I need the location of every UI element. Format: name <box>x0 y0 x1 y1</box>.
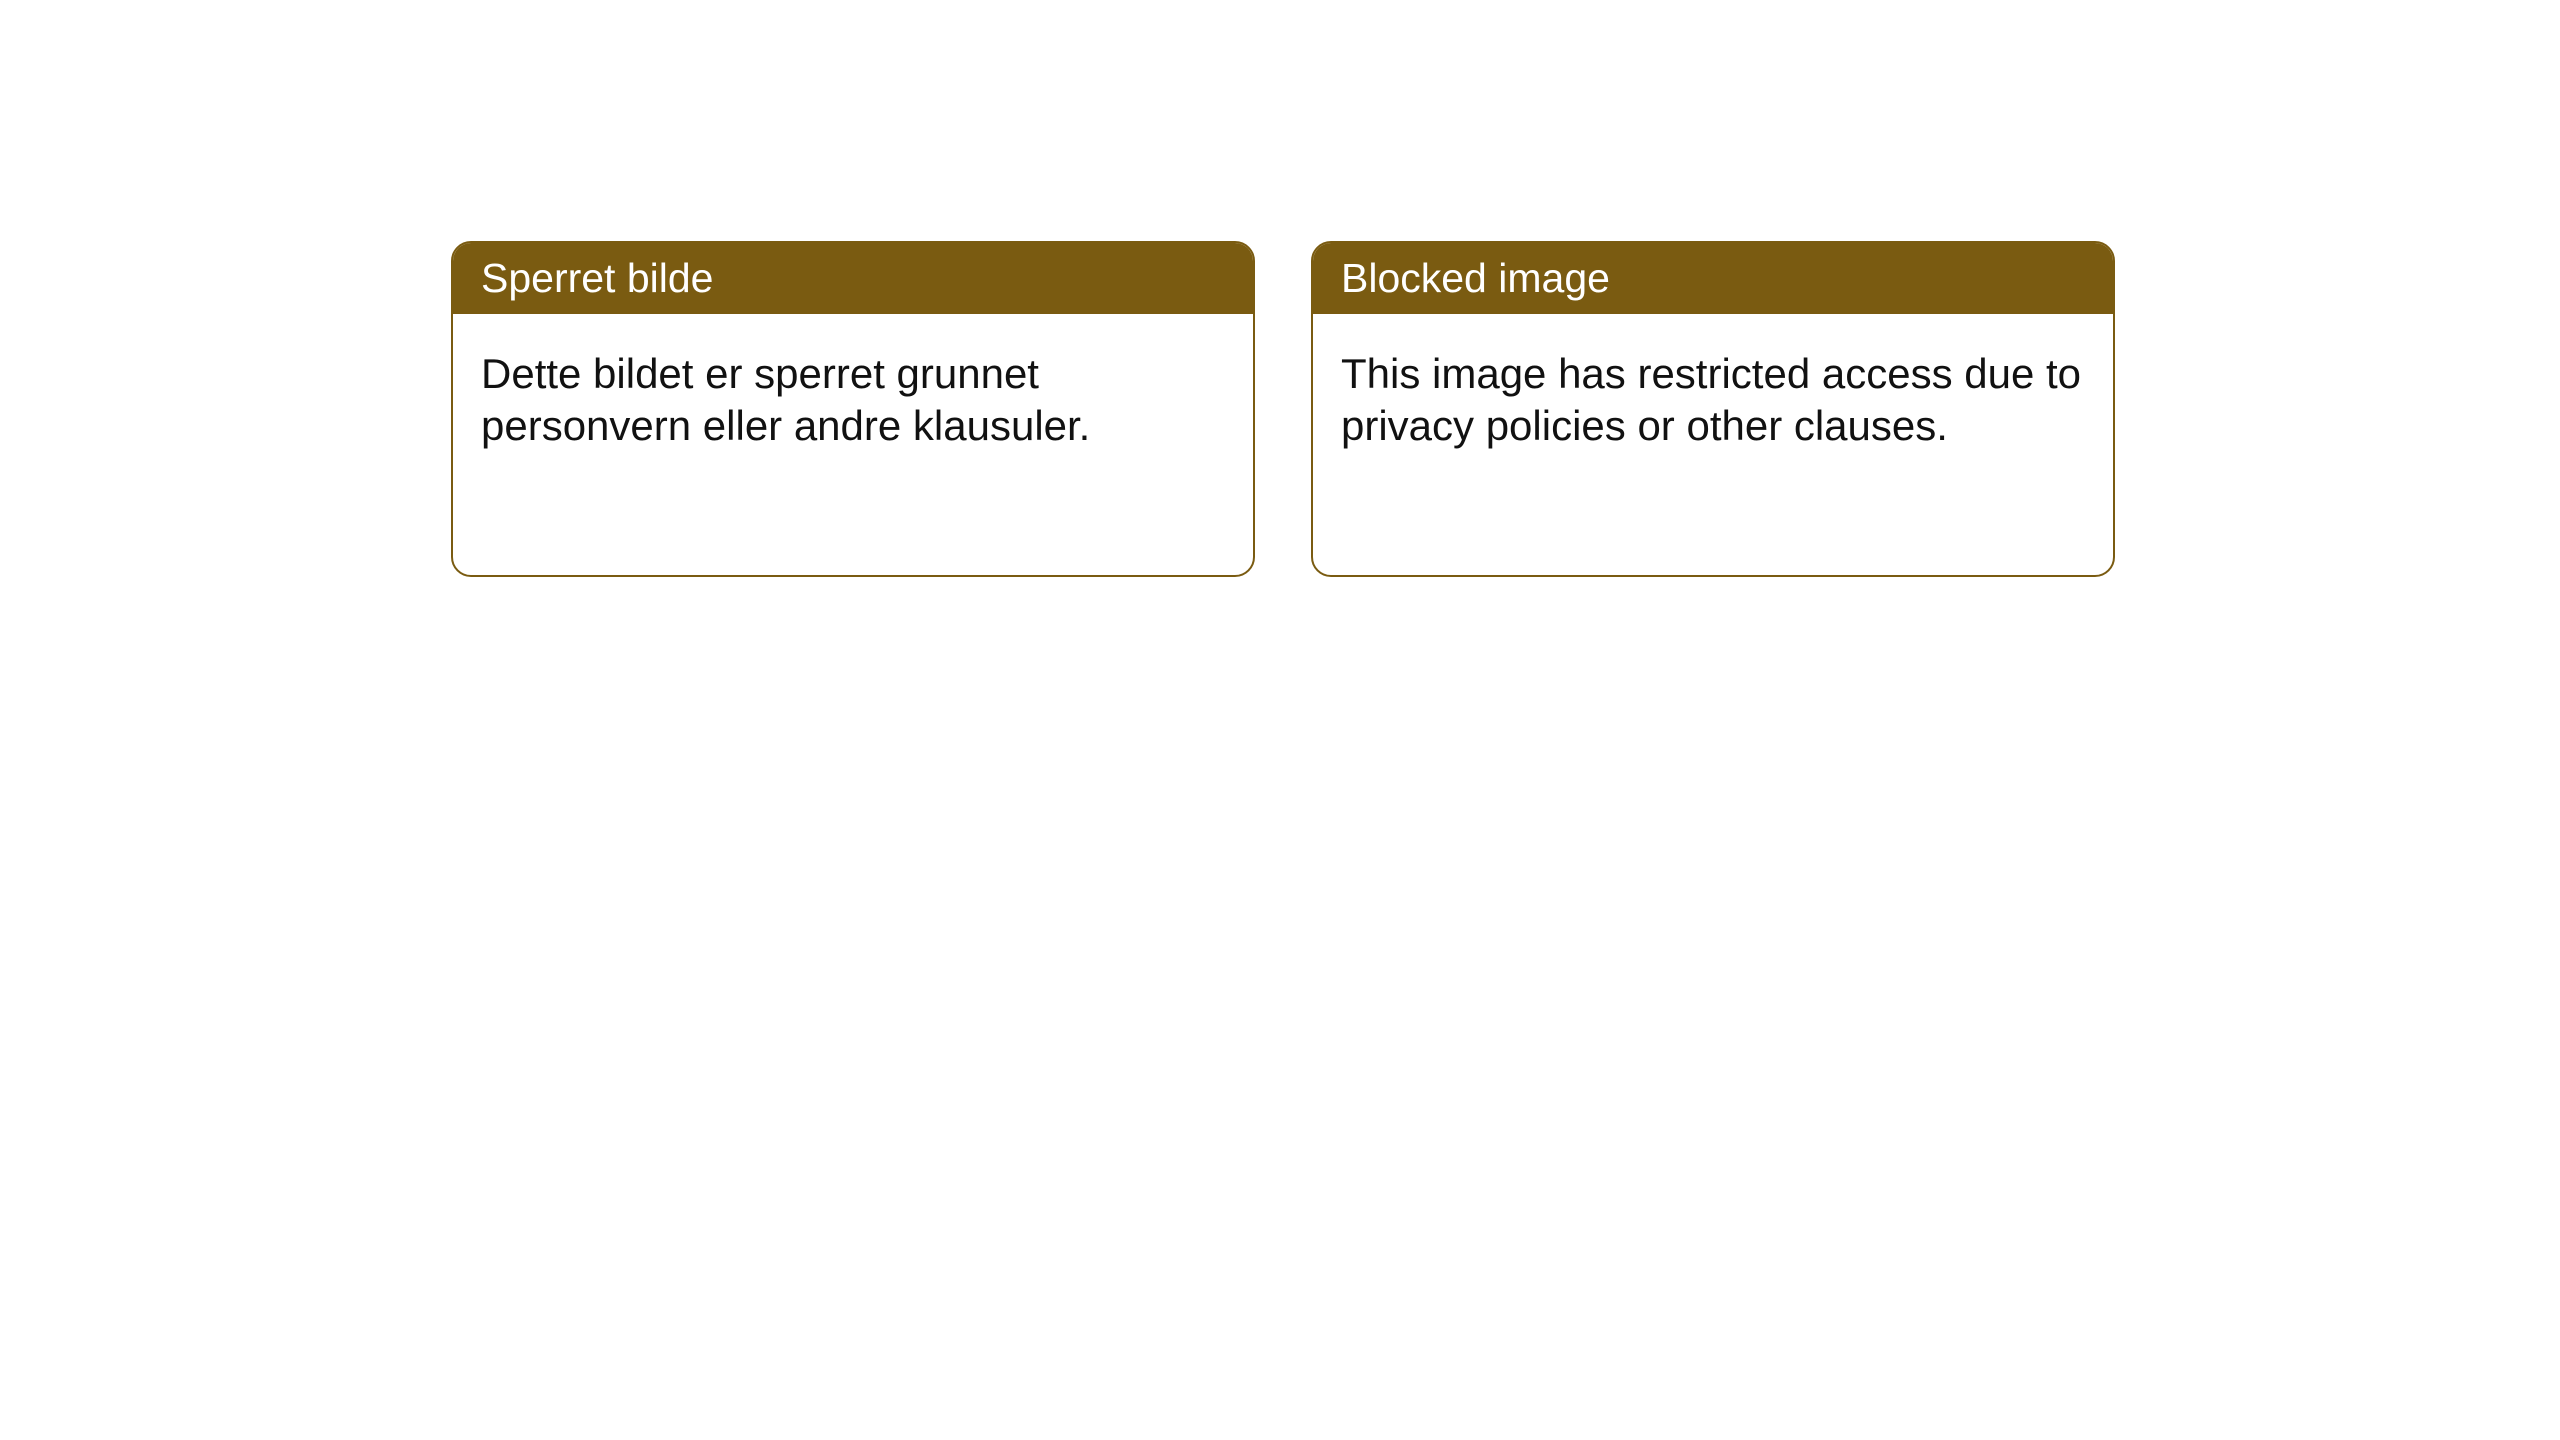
card-header: Sperret bilde <box>453 243 1253 314</box>
card-title: Sperret bilde <box>481 255 713 301</box>
blocked-image-cards: Sperret bilde Dette bildet er sperret gr… <box>451 241 2115 577</box>
card-body-text: This image has restricted access due to … <box>1341 350 2081 449</box>
card-body: Dette bildet er sperret grunnet personve… <box>453 314 1253 486</box>
card-title: Blocked image <box>1341 255 1610 301</box>
card-body-text: Dette bildet er sperret grunnet personve… <box>481 350 1090 449</box>
blocked-image-card-no: Sperret bilde Dette bildet er sperret gr… <box>451 241 1255 577</box>
blocked-image-card-en: Blocked image This image has restricted … <box>1311 241 2115 577</box>
card-body: This image has restricted access due to … <box>1313 314 2113 486</box>
card-header: Blocked image <box>1313 243 2113 314</box>
